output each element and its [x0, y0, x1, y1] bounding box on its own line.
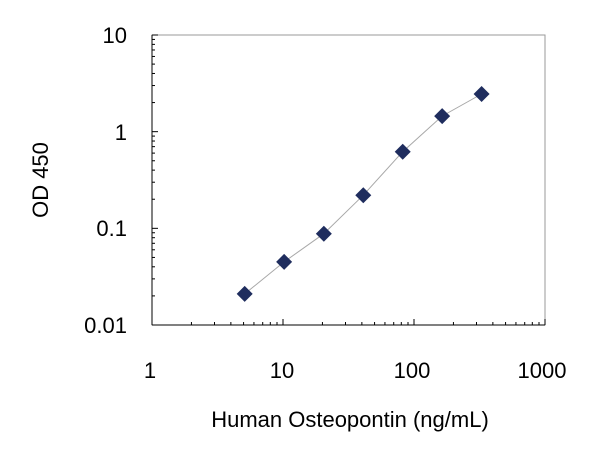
data-points — [236, 86, 490, 302]
x-tick-label-1: 1 — [144, 358, 156, 383]
y-tick-label-0.01: 0.01 — [84, 313, 127, 338]
data-point — [276, 253, 293, 270]
data-point — [355, 187, 372, 204]
y-tick-label-0.1: 0.1 — [96, 216, 127, 241]
y-tick-label-1: 1 — [115, 120, 127, 145]
data-point — [394, 143, 411, 160]
data-point — [434, 108, 451, 125]
data-point — [473, 86, 490, 103]
x-tick-label-1000: 1000 — [518, 358, 567, 383]
x-axis-title: Human Osteopontin (ng/mL) — [211, 407, 489, 432]
y-tick-label-10: 10 — [103, 23, 127, 48]
data-point — [315, 225, 332, 242]
y-axis-title: OD 450 — [28, 142, 53, 218]
x-tick-label-10: 10 — [270, 358, 294, 383]
data-point — [236, 285, 253, 302]
plot-area — [151, 34, 546, 326]
x-tick-label-100: 100 — [394, 358, 431, 383]
